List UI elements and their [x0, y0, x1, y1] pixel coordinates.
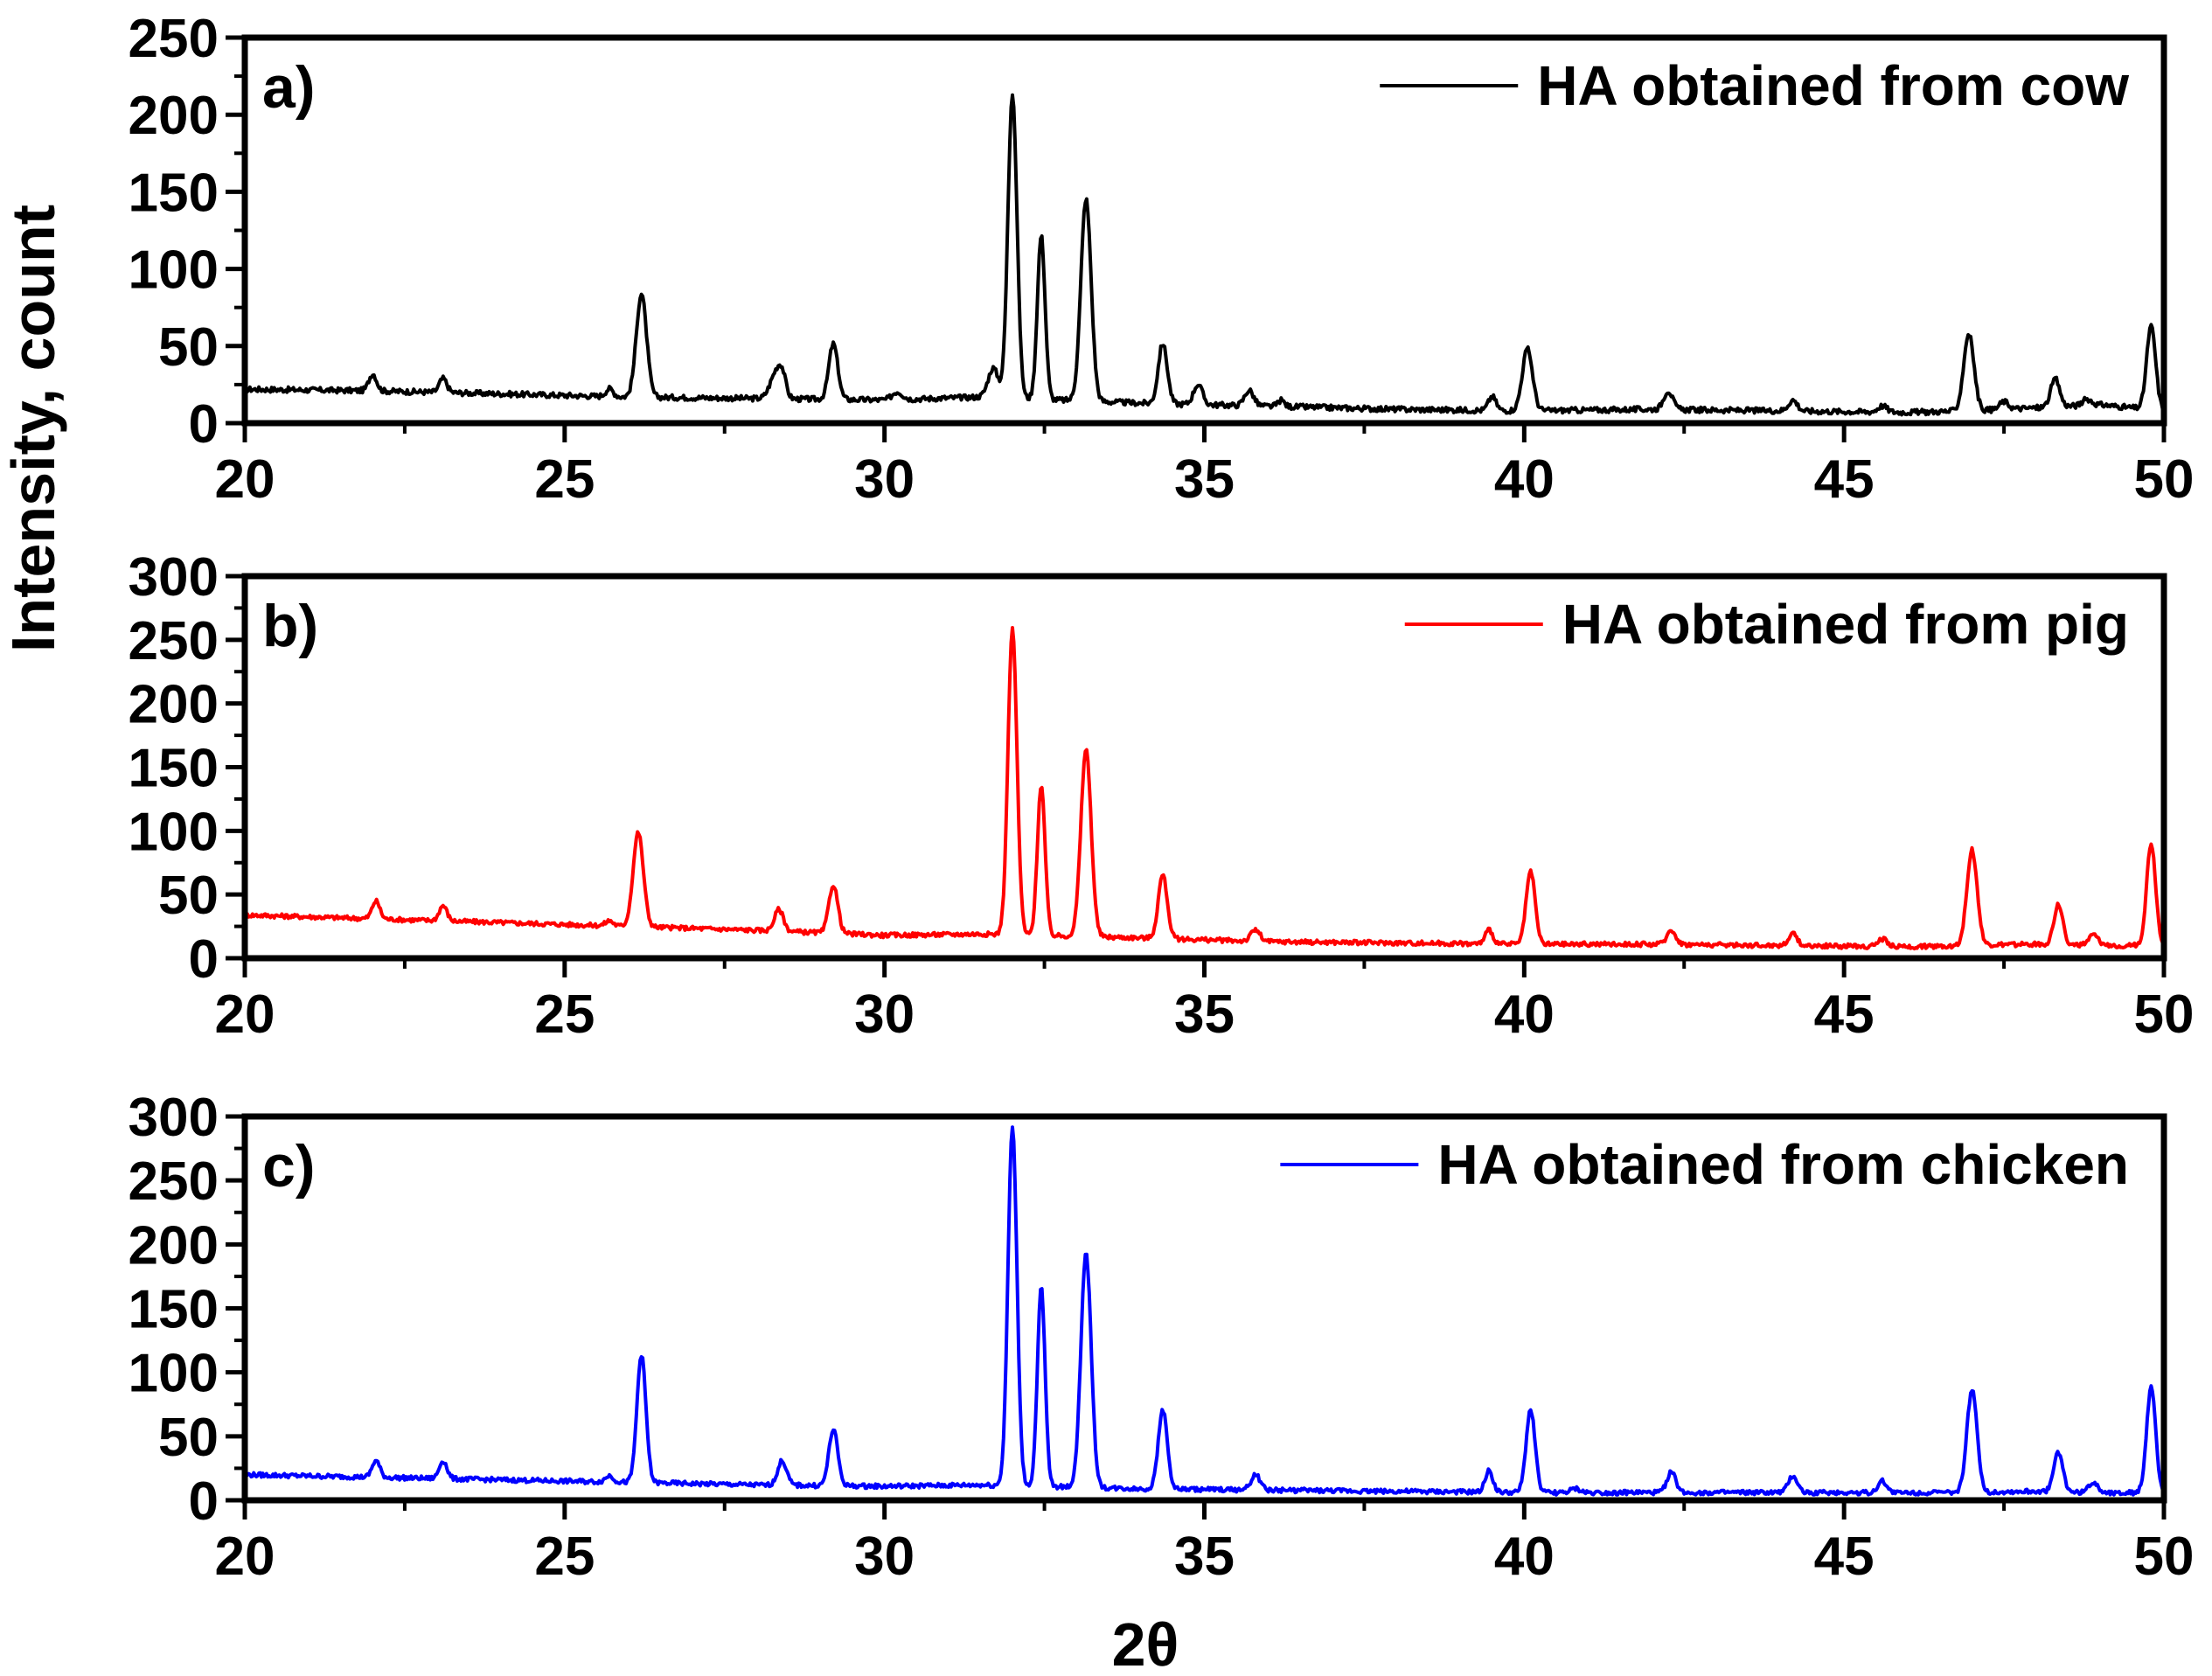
y-tick-label: 200	[129, 86, 219, 146]
x-tick-label: 45	[1814, 1526, 1875, 1587]
x-tick-label: 40	[1494, 984, 1555, 1045]
panel-label: b)	[262, 593, 318, 659]
y-axis-title: Intensity, count	[0, 205, 67, 652]
x-tick-label: 20	[215, 449, 275, 510]
y-tick-label: 200	[129, 1215, 219, 1276]
x-tick-label: 40	[1494, 449, 1555, 510]
series-line	[245, 93, 2164, 417]
y-tick-label: 150	[129, 739, 219, 799]
legend-label: HA obtained from pig	[1562, 593, 2129, 656]
y-tick-label: 250	[129, 611, 219, 671]
x-tick-label: 40	[1494, 1526, 1555, 1587]
y-tick-label: 50	[158, 317, 219, 378]
series-line	[245, 626, 2164, 951]
y-tick-label: 0	[189, 1471, 219, 1532]
series-line	[245, 1125, 2164, 1497]
panel-label: c)	[262, 1133, 315, 1200]
x-tick-label: 30	[854, 449, 915, 510]
y-tick-label: 250	[129, 1151, 219, 1212]
y-tick-label: 100	[129, 240, 219, 301]
y-tick-label: 50	[158, 866, 219, 926]
x-tick-label: 45	[1814, 449, 1875, 510]
legend-label: HA obtained from cow	[1537, 54, 2129, 117]
chart-panel-c: HA obtained from chicken c) 20 25 30 35 40 45 50…	[129, 1088, 2195, 1587]
x-tick-label: 25	[534, 449, 595, 510]
x-tick-label: 50	[2134, 449, 2195, 510]
x-tick-label: 30	[854, 984, 915, 1045]
x-axis-title: 2θ	[1112, 1610, 1179, 1676]
x-tick-label: 25	[534, 1526, 595, 1587]
x-tick-label: 25	[534, 984, 595, 1045]
y-tick-label: 0	[189, 394, 219, 455]
x-tick-label: 20	[215, 984, 275, 1045]
y-tick-label: 300	[129, 547, 219, 608]
y-tick-label: 250	[129, 9, 219, 69]
x-tick-label: 20	[215, 1526, 275, 1587]
x-tick-label: 35	[1174, 449, 1235, 510]
y-tick-label: 200	[129, 675, 219, 735]
chart-panel-a: HA obtained from cow a) 20 25 30 35 40 45 50 0 50 1…	[129, 9, 2195, 510]
y-tick-label: 150	[129, 163, 219, 223]
y-tick-label: 100	[129, 1344, 219, 1404]
y-tick-label: 300	[129, 1088, 219, 1148]
x-tick-label: 30	[854, 1526, 915, 1587]
x-tick-label: 35	[1174, 1526, 1235, 1587]
y-tick-label: 50	[158, 1408, 219, 1468]
x-tick-label: 50	[2134, 1526, 2195, 1587]
y-tick-label: 100	[129, 802, 219, 862]
x-tick-label: 35	[1174, 984, 1235, 1045]
y-tick-label: 0	[189, 929, 219, 990]
legend-label: HA obtained from chicken	[1437, 1133, 2129, 1196]
x-tick-label: 50	[2134, 984, 2195, 1045]
panel-label: a)	[262, 54, 315, 121]
y-tick-label: 150	[129, 1280, 219, 1340]
x-tick-label: 45	[1814, 984, 1875, 1045]
